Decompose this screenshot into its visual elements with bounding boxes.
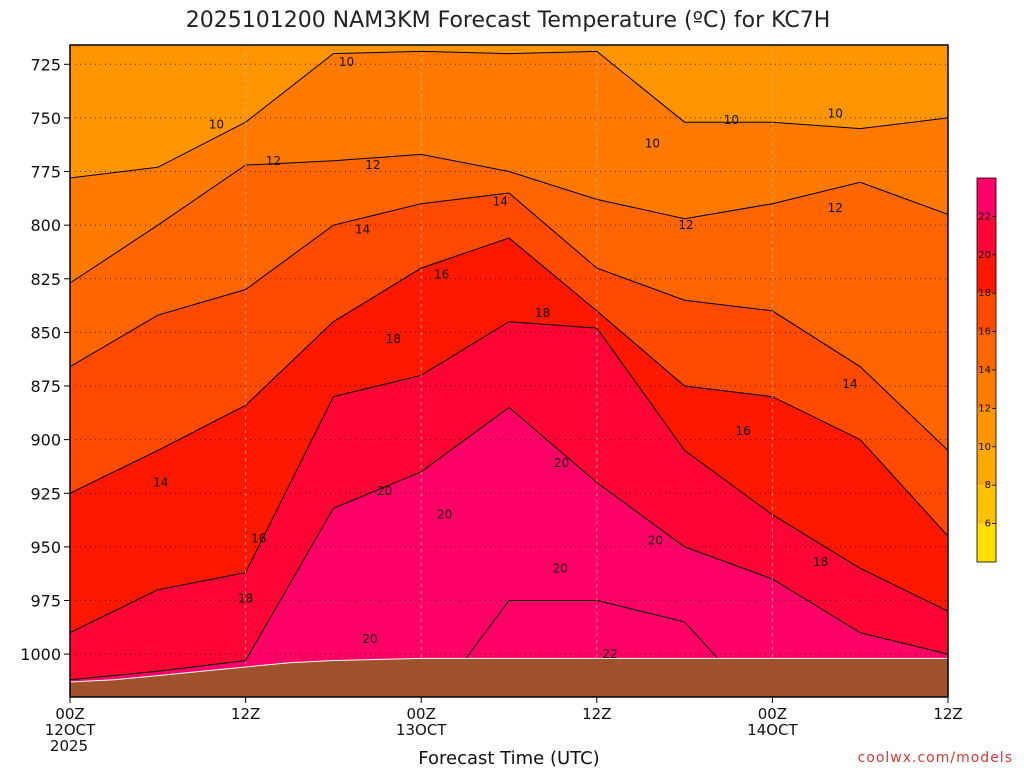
y-tick-label: 975 <box>30 591 61 610</box>
colorbar-band <box>977 523 996 562</box>
contour-label: 18 <box>535 306 550 320</box>
x-tick-label: 14OCT <box>747 721 798 739</box>
y-tick-label: 850 <box>30 323 61 342</box>
chart-title: 2025101200 NAM3KM Forecast Temperature (… <box>186 8 831 33</box>
credit-text: coolwx.com/models <box>858 750 1013 766</box>
colorbar-band <box>977 178 996 217</box>
colorbar-tick-label: 12 <box>978 403 991 414</box>
colorbar-tick-label: 22 <box>978 211 991 222</box>
contour-label: 10 <box>209 117 224 131</box>
isotherm-18 <box>70 321 948 634</box>
x-tick-label: 2025 <box>50 737 88 755</box>
contour-label: 22 <box>602 647 617 661</box>
plot-frame <box>69 44 949 698</box>
colorbar-tick-label: 18 <box>978 288 991 299</box>
band-above-20 <box>70 407 948 697</box>
colorbar-tick-label: 8 <box>985 480 991 491</box>
y-tick-label: 950 <box>30 538 61 557</box>
colorbar-band <box>977 370 996 409</box>
colorbar-tick-label: 20 <box>978 250 991 261</box>
contour-label: 10 <box>724 113 739 127</box>
contour-label: 12 <box>365 158 380 172</box>
colorbar: 6 8 10 12 14 16 18 20 22 <box>976 177 997 563</box>
y-tick-label: 925 <box>30 484 61 503</box>
contour-label: 10 <box>339 55 354 69</box>
contour-label: 16 <box>735 424 750 438</box>
colorbar-tick-label: 6 <box>985 519 991 530</box>
contour-label: 12 <box>266 154 281 168</box>
colorbar-tick-label: 16 <box>978 327 991 338</box>
x-tick-label: 12Z <box>582 705 611 723</box>
x-tick-label: 00Z <box>758 705 787 723</box>
y-tick-label: 725 <box>30 55 61 74</box>
isotherm-14 <box>70 192 948 451</box>
y-tick-label: 750 <box>30 109 61 128</box>
y-axis: 725 750 775 800 825 850 875 900 925 950 975 1000 <box>20 55 70 664</box>
isotherm-22 <box>436 600 754 697</box>
contour-label: 20 <box>437 508 452 522</box>
colorbar-band <box>977 254 996 294</box>
contour-label: 20 <box>377 484 392 498</box>
isotherm-20 <box>70 406 948 681</box>
colorbar-tick-label: 14 <box>978 365 991 376</box>
contour-label: 18 <box>386 332 401 346</box>
contour-label: 16 <box>251 531 266 545</box>
colorbar-band <box>977 485 996 524</box>
contour-label: 20 <box>362 632 377 646</box>
y-tick-label: 825 <box>30 270 61 289</box>
contour-label: 10 <box>828 107 843 121</box>
contour-label: 14 <box>355 222 370 236</box>
contour-lines <box>70 50 948 697</box>
x-axis-label: Forecast Time (UTC) <box>418 748 599 768</box>
terrain-fill <box>70 657 948 697</box>
y-tick-label: 800 <box>30 216 61 235</box>
x-tick-label: 12OCT <box>45 721 96 739</box>
y-tick-label: 775 <box>30 163 61 182</box>
y-tick-label: 875 <box>30 377 61 396</box>
colorbar-band <box>977 216 996 255</box>
y-tick-label: 900 <box>30 431 61 450</box>
colorbar-band <box>977 446 996 486</box>
contour-labels: 10 10 10 10 10 12 12 12 12 14 14 14 16 16 16 18 18 18 18 14… <box>153 55 858 661</box>
contour-label: 16 <box>434 267 449 281</box>
colorbar-band <box>977 408 996 447</box>
contour-label: 18 <box>238 591 253 605</box>
contour-label: 20 <box>648 533 663 547</box>
contour-label: 14 <box>842 377 857 391</box>
contour-label: 18 <box>813 555 828 569</box>
temperature-bands <box>70 51 948 697</box>
contour-label: 14 <box>493 195 508 209</box>
x-tick-label: 13OCT <box>396 721 447 739</box>
y-tick-label: 1000 <box>20 645 61 664</box>
contour-label: 10 <box>645 137 660 151</box>
contour-label: 12 <box>828 201 843 215</box>
colorbar-band <box>977 293 996 332</box>
contour-label: 12 <box>678 218 693 232</box>
x-tick-label: 00Z <box>55 705 84 723</box>
contour-label: 20 <box>554 456 569 470</box>
isotherm-16 <box>70 237 948 537</box>
x-tick-label: 12Z <box>231 705 260 723</box>
isotherm-10 <box>70 50 948 179</box>
isotherm-12 <box>70 153 948 284</box>
colorbar-band <box>977 331 996 370</box>
contour-label: 14 <box>153 476 168 490</box>
colorbar-tick-label: 10 <box>978 442 991 453</box>
x-tick-label: 12Z <box>933 705 962 723</box>
terrain <box>70 657 948 697</box>
x-tick-label: 00Z <box>407 705 436 723</box>
contour-label: 20 <box>553 561 568 575</box>
